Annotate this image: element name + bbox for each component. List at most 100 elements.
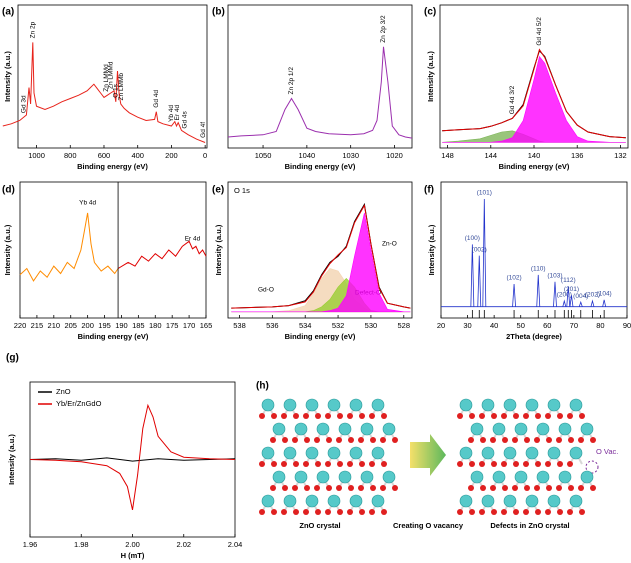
o-atom — [337, 413, 343, 419]
series-line — [231, 204, 411, 309]
o-atom — [293, 413, 299, 419]
zn-atom — [558, 422, 572, 436]
o-atom — [359, 461, 365, 467]
o-atom — [336, 437, 342, 443]
o-atom — [369, 413, 375, 419]
zn-atom — [349, 494, 363, 508]
zn-atom — [547, 398, 561, 412]
legend-label: ZnO — [56, 387, 71, 396]
o-atom — [469, 509, 475, 515]
o-atom — [491, 461, 497, 467]
series-line — [2, 42, 206, 143]
x-tick-label: 190 — [115, 321, 128, 330]
zn-atom — [558, 470, 572, 484]
peak-annotation: Zn 2p 3/2 — [380, 15, 387, 43]
x-tick-label: 534 — [299, 321, 312, 330]
component-label: Gd 4d 5/2 — [536, 17, 543, 46]
zn-atom — [327, 494, 341, 508]
zn-atom — [305, 398, 319, 412]
o-atom — [358, 437, 364, 443]
panel-label: (g) — [6, 353, 19, 364]
zn-atom — [382, 470, 396, 484]
o-atom — [282, 437, 288, 443]
o-atom — [380, 485, 386, 491]
zn-atom — [349, 398, 363, 412]
zn-atom — [360, 422, 374, 436]
x-tick-label: 215 — [31, 321, 44, 330]
zn-atom — [569, 398, 583, 412]
y-axis-title: Intensity (a.u.) — [3, 51, 12, 102]
diffraction-peak — [482, 198, 487, 307]
o-atom — [567, 509, 573, 515]
o-atom — [315, 413, 321, 419]
o-atom — [259, 509, 265, 515]
x-tick-label: 136 — [571, 151, 584, 160]
zn-atom — [536, 422, 550, 436]
panel-label: (h) — [256, 381, 269, 392]
x-tick-label: 200 — [165, 151, 178, 160]
o-atom — [567, 413, 573, 419]
peak-annotation: Zn LMMd — [103, 64, 110, 92]
o-atom — [578, 437, 584, 443]
peak-annotation: Zn 2p — [30, 21, 37, 38]
x-tick-label: 1.96 — [23, 540, 38, 549]
o-atom — [479, 461, 485, 467]
zn-atom — [459, 446, 473, 460]
zn-atom — [481, 446, 495, 460]
vacancy-marker — [585, 460, 599, 474]
x-tick-label: 205 — [64, 321, 77, 330]
peak-annotation: Zn 2p 1/2 — [288, 67, 295, 95]
x-tick-label: 210 — [48, 321, 61, 330]
o-atom — [293, 509, 299, 515]
x-tick-label: 90 — [623, 321, 631, 330]
peak-annotation: O 1s — [113, 83, 120, 97]
o-atom — [546, 485, 552, 491]
o-atom — [315, 461, 321, 467]
x-tick-label: 50 — [517, 321, 525, 330]
o-atom — [304, 437, 310, 443]
peak-annotation: Zn LMMd — [107, 61, 114, 89]
x-tick-label: 800 — [64, 151, 77, 160]
x-tick-label: 600 — [98, 151, 111, 160]
zn-atom — [503, 398, 517, 412]
o-atom — [381, 509, 387, 515]
zn-atom — [327, 398, 341, 412]
zn-atom — [283, 398, 297, 412]
o-atom — [314, 437, 320, 443]
diffraction-peak — [470, 244, 475, 307]
x-tick-label: 528 — [398, 321, 411, 330]
o-atom — [557, 509, 563, 515]
x-tick-label: 2.00 — [125, 540, 140, 549]
o-atom — [490, 437, 496, 443]
o-atom — [292, 437, 298, 443]
o-atom — [512, 437, 518, 443]
o-atom — [259, 413, 265, 419]
o-atom — [546, 437, 552, 443]
zn-atom — [349, 446, 363, 460]
o-atom — [545, 413, 551, 419]
o-atom — [502, 485, 508, 491]
zn-atom — [261, 494, 275, 508]
o-atom — [381, 461, 387, 467]
o-atom — [359, 413, 365, 419]
o-atom — [359, 509, 365, 515]
o-atom — [380, 437, 386, 443]
x-axis-title: Binding energy (eV) — [499, 162, 570, 171]
o-atom — [512, 485, 518, 491]
zn-atom — [547, 494, 561, 508]
panel-label: (a) — [2, 7, 14, 18]
o-atom — [336, 485, 342, 491]
o-atom — [590, 485, 596, 491]
o-atom — [348, 485, 354, 491]
x-tick-label: 536 — [266, 321, 279, 330]
zn-atom — [261, 398, 275, 412]
o-atom — [347, 413, 353, 419]
panel-label: (e) — [212, 185, 224, 196]
peak-annotation: Yb 4d — [79, 200, 96, 207]
plot-frame — [440, 181, 628, 319]
o-atom — [479, 413, 485, 419]
zn-atom — [481, 398, 495, 412]
x-tick-label: 1.98 — [74, 540, 89, 549]
o-atom — [270, 437, 276, 443]
